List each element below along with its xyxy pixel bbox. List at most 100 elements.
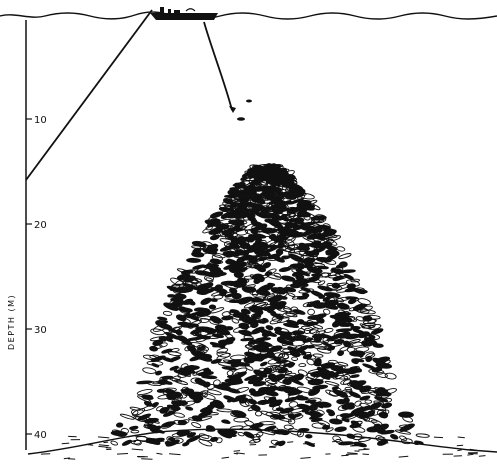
fish-mark: [284, 221, 295, 229]
fish-mark: [224, 326, 234, 331]
fish-mark: [215, 223, 230, 229]
fish-mark: [173, 419, 186, 426]
fish-mark: [399, 435, 408, 441]
fish-mark: [243, 248, 258, 253]
fish-mark: [327, 270, 341, 277]
fish-mark: [223, 204, 234, 209]
fish-mark: [173, 412, 185, 418]
fish-mark: [191, 421, 202, 429]
fish-mark: [230, 224, 239, 230]
fish-mark: [286, 386, 297, 393]
fish-mark: [223, 395, 237, 402]
fish-mark: [364, 399, 373, 404]
fish-mark: [341, 417, 350, 423]
fish-mark: [216, 329, 225, 336]
fish-mark: [291, 413, 302, 418]
fish-mark: [329, 418, 343, 425]
fish-mark: [345, 296, 359, 300]
fish-mark: [255, 357, 264, 362]
seafloor-dash: [97, 436, 110, 439]
fish-mark: [176, 268, 190, 274]
fish-mark: [282, 238, 295, 247]
fish-mark: [398, 424, 411, 428]
fish-mark: [209, 266, 222, 273]
fish-mark: [285, 229, 295, 236]
fish-mark: [285, 195, 297, 200]
seafloor-dash: [468, 452, 478, 455]
fish-mark: [179, 308, 191, 314]
fish-mark: [239, 244, 250, 249]
fish-mark: [161, 348, 173, 354]
fish-mark: [282, 308, 299, 315]
drift-line-end: [229, 106, 236, 113]
fish-mark: [253, 176, 264, 183]
fish-mark: [289, 264, 304, 268]
fish-mark: [186, 336, 204, 341]
fish-mark: [173, 379, 189, 385]
fish-mark: [238, 267, 246, 273]
fish-mark: [257, 239, 267, 247]
fish-mark: [152, 323, 169, 332]
depth-tick-label: 30: [34, 325, 47, 336]
fish-mark: [267, 218, 279, 225]
fish-mark: [351, 420, 363, 426]
fish-mark: [186, 257, 202, 263]
seafloor-dash: [63, 457, 70, 460]
fish-mark: [243, 262, 261, 268]
fish-mark: [298, 251, 312, 257]
fish-mark: [259, 429, 276, 436]
fish-mark: [182, 441, 190, 447]
fish-mark: [287, 390, 303, 396]
fish-mark: [249, 318, 258, 325]
fish-mark: [415, 433, 430, 438]
fish-mark: [264, 292, 279, 300]
fish-mark: [275, 407, 284, 412]
fish-mark: [359, 395, 371, 401]
fish-mark: [336, 271, 349, 279]
fish-mark: [237, 431, 245, 437]
fish-mark: [273, 356, 281, 362]
fish-mark: [320, 363, 330, 369]
fish-mark: [269, 413, 281, 420]
fish-mark: [296, 295, 308, 300]
fish-mark: [310, 417, 323, 423]
fish-mark: [249, 308, 260, 314]
fish-mark: [399, 423, 415, 432]
fish-mark: [289, 179, 298, 187]
fish-mark: [163, 302, 179, 311]
depth-axis-title: DEPTH (M): [7, 294, 16, 350]
fish-mark: [197, 354, 213, 362]
fish-mark: [277, 241, 285, 249]
fish-mark: [298, 206, 307, 214]
fish-mark: [338, 261, 348, 268]
seafloor-dash: [358, 448, 370, 451]
fish-mark: [220, 211, 235, 219]
fish-mark: [129, 406, 142, 411]
fish-mark: [301, 336, 311, 342]
fish-mark: [324, 380, 340, 387]
fish-mark: [244, 374, 258, 381]
fish-mark: [334, 387, 342, 394]
fish-mark: [209, 318, 220, 325]
fish-mark: [233, 271, 244, 279]
fish-mark: [276, 416, 292, 423]
fish-mark: [252, 436, 261, 443]
fish-mark: [155, 370, 163, 376]
fish-mark: [348, 366, 360, 371]
fish-mark: [307, 368, 324, 374]
fish-mark: [185, 406, 194, 411]
fish-mark: [162, 310, 173, 316]
fish-mark: [216, 351, 231, 358]
fish-mark: [272, 193, 287, 198]
seafloor-dash: [269, 445, 277, 448]
fish-mark: [277, 367, 288, 374]
fish-mark: [296, 386, 314, 394]
seafloor-dash: [236, 452, 245, 455]
fish-mark: [182, 282, 198, 290]
fish-mark: [252, 222, 262, 227]
fish-mark: [298, 428, 310, 432]
fish-mark: [372, 343, 384, 348]
seafloor-line: [27, 428, 497, 455]
fish-mark: [208, 304, 217, 310]
seafloor-dash: [98, 445, 108, 448]
